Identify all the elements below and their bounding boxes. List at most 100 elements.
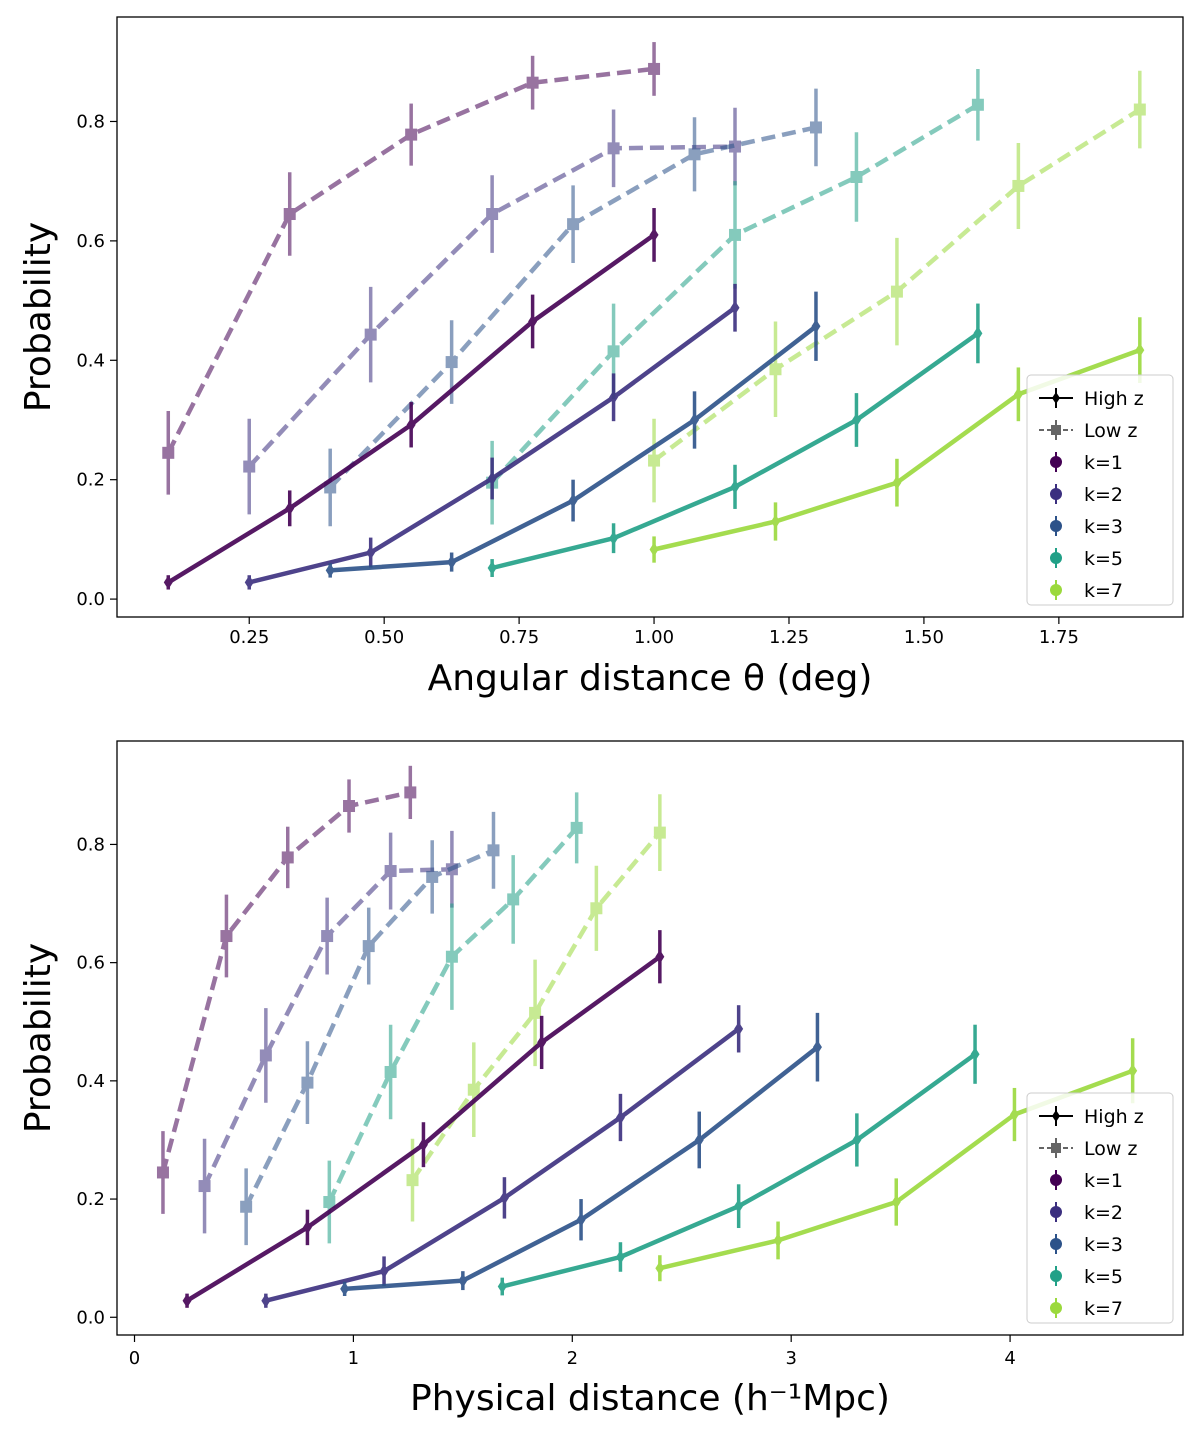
series-k5-low-z [323,792,583,1244]
data-point-diamond [852,1132,862,1147]
data-point-square [567,218,580,231]
series-k5-high-z [497,1024,980,1296]
x-tick-label: 1.50 [904,627,944,648]
legend-handle-dot [1050,1206,1062,1218]
series-k1-high-z [163,208,659,590]
series-k7-low-z [648,70,1146,503]
legend-label: High z [1084,388,1144,410]
data-point-diamond [1135,343,1145,358]
data-point-diamond [730,479,740,494]
data-point-diamond [537,1035,547,1050]
data-point-diamond [649,542,659,557]
data-point-diamond [690,412,700,427]
data-point-square [526,76,539,89]
y-axis-title: Probability [18,222,59,412]
data-point-diamond [325,563,335,578]
data-point-diamond [182,1293,192,1308]
x-tick-label: 0.25 [229,627,269,648]
x-tick-label: 2 [567,1348,578,1369]
data-point-diamond [499,1190,509,1205]
x-tick-label: 1.75 [1039,627,1079,648]
legend-label: High z [1084,1106,1144,1128]
series-k1-low-z [162,42,661,495]
data-point-square [198,1180,211,1193]
data-point-square [362,940,375,953]
data-point-square [321,930,334,943]
x-tick-label: 3 [785,1348,796,1369]
series-k1-high-z [182,930,665,1308]
data-point-square [445,950,458,963]
legend-label: k=7 [1084,580,1123,602]
x-tick-label: 1.00 [634,627,674,648]
legend: High z Low z k=1 k=2 k=3 k=5 k=7 [1026,1092,1174,1324]
data-point-square [301,1076,314,1089]
data-point-diamond [609,531,619,546]
legend-handle-low-z [1039,1138,1073,1158]
series-k1-low-z [156,765,417,1214]
legend-label: Low z [1084,1138,1137,1160]
legend-label: Low z [1084,420,1137,442]
data-point-diamond [970,1047,980,1062]
data-point-diamond [1128,1063,1138,1078]
data-point-square [404,786,417,799]
chart-panel-2: 0 1 2 3 4 0.0 0.2 0.4 0.6 0.8 Physical distance (h… [18,740,1184,1419]
data-point-diamond [615,1249,625,1264]
data-point-diamond [734,1021,744,1036]
y-tick-label: 0.8 [76,111,105,132]
legend-handle-low-z [1039,420,1073,440]
data-point-diamond [487,471,497,486]
data-point-diamond [261,1293,271,1308]
data-point-diamond [1009,1107,1019,1122]
data-point-square [729,140,742,153]
legend-label: k=3 [1084,516,1123,538]
data-point-square [529,1006,542,1019]
legend-handle-diamond [1052,392,1060,404]
series-line [166,66,655,454]
data-point-diamond [655,1261,665,1276]
series-line [247,144,736,469]
y-tick-label: 0.2 [76,470,105,491]
series-k3-high-z [340,1012,822,1296]
x-tick-label: 0.75 [499,627,539,648]
data-point-diamond [447,555,457,570]
chart-panel-1: 0.25 0.50 0.75 1.00 1.25 1.50 1.75 0.0 0.2 0.4 0.6… [18,16,1184,699]
data-point-diamond [568,493,578,508]
data-point-square [323,1196,336,1209]
x-tick-label: 1 [348,1348,359,1369]
series-k3-low-z [240,811,500,1246]
data-point-diamond [615,1110,625,1125]
legend-box [1026,1092,1174,1324]
data-point-square [467,1083,480,1096]
data-point-square [809,121,822,134]
data-point-diamond [418,1137,428,1152]
series-k2-high-z [244,283,740,590]
series-k2-low-z [243,107,742,515]
data-point-square [384,865,397,878]
legend-label: k=2 [1084,1202,1123,1224]
legend-handle-dot [1050,520,1062,532]
legend-handle-dot [1050,1174,1062,1186]
legend-label: k=2 [1084,484,1123,506]
series-k7-low-z [406,794,666,1222]
data-point-diamond [244,575,254,590]
data-point-diamond [458,1273,468,1288]
x-tick-label: 4 [1004,1348,1015,1369]
data-point-diamond [734,1199,744,1214]
data-point-square [648,62,661,75]
data-point-diamond [163,575,173,590]
data-point-square [426,870,439,883]
data-point-square [648,454,661,467]
data-point-square [487,844,500,857]
data-point-square [486,208,499,221]
legend-handle-dot [1050,488,1062,500]
series-line [328,125,817,489]
data-point-diamond [487,561,497,576]
data-point-square [343,800,356,813]
y-tick-label: 0.6 [76,231,105,252]
y-tick-label: 0.6 [76,953,105,974]
legend-handle-square [1051,1143,1061,1153]
data-point-square [156,1166,169,1179]
legend-label: k=5 [1084,1266,1123,1288]
x-tick-label: 0 [129,1348,140,1369]
